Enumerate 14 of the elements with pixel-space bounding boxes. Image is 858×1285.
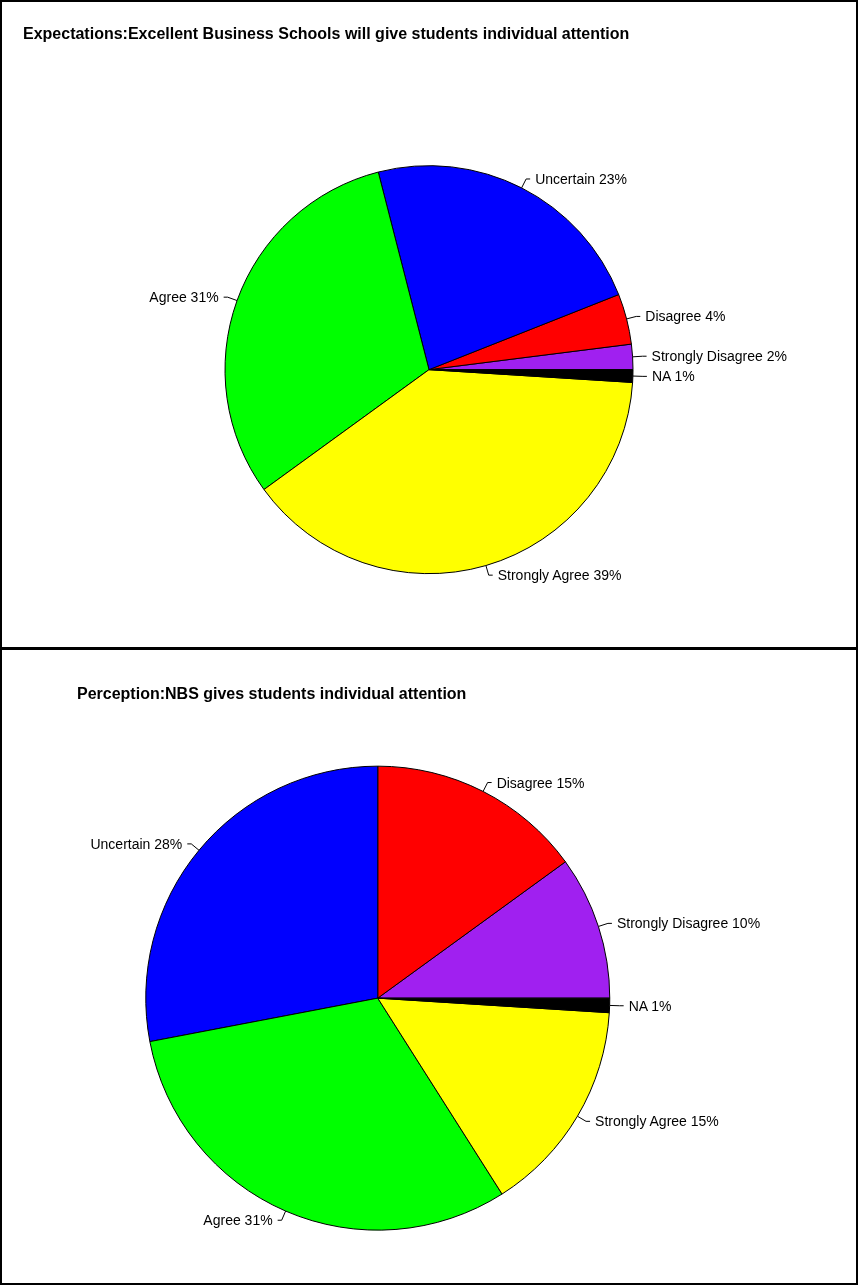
chart-title: Expectations:Excellent Business Schools will give students individual attention <box>23 24 630 42</box>
slice-label: Agree 31% <box>203 1212 273 1229</box>
slice-label: Disagree 15% <box>496 774 585 791</box>
slice-label: Strongly Agree 15% <box>595 1113 719 1130</box>
slice-label: Disagree 4% <box>645 308 726 325</box>
slice-label: Strongly Disagree 10% <box>616 915 761 932</box>
slice-label: Strongly Agree 39% <box>497 567 622 584</box>
chart-title: Perception:NBS gives students individual attention <box>77 684 467 702</box>
slice-label: NA 1% <box>628 997 672 1014</box>
slice-label: Uncertain 28% <box>90 835 183 852</box>
slice-label: Strongly Disagree 2% <box>651 348 787 365</box>
slice-label: Uncertain 23% <box>535 170 627 187</box>
slice-label: NA 1% <box>651 368 695 385</box>
slice-label: Agree 31% <box>149 289 219 306</box>
